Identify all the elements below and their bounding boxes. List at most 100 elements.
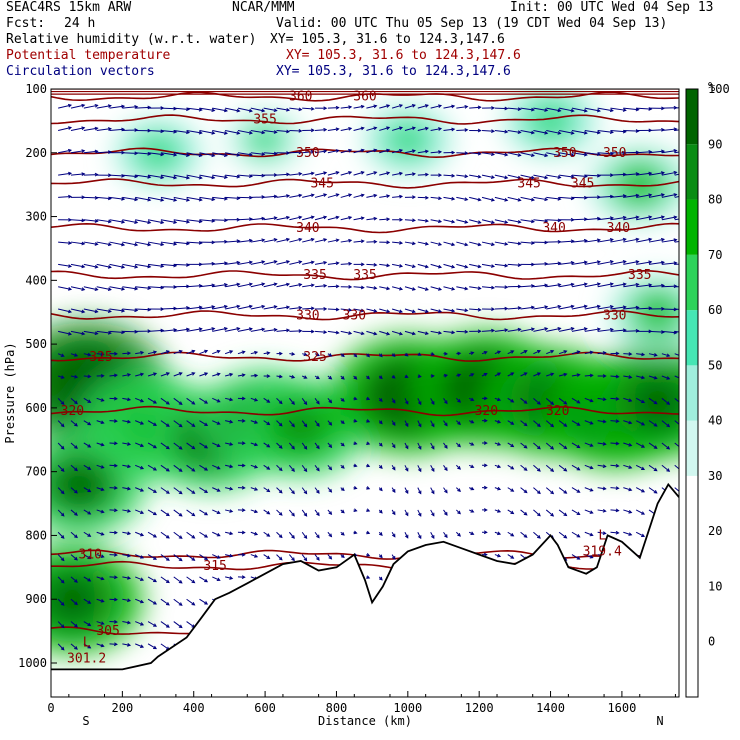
vector-871 <box>545 487 554 494</box>
vector-head-328 <box>504 242 509 246</box>
vector-536 <box>649 330 664 333</box>
vector-head-252 <box>160 220 165 225</box>
vector-head-471 <box>451 308 456 313</box>
vector-head-546 <box>153 350 158 355</box>
vector-975 <box>623 531 632 536</box>
vector-44 <box>623 107 639 111</box>
vector-head-632 <box>628 375 633 379</box>
vector-802 <box>288 464 295 472</box>
vector-981 <box>70 554 78 561</box>
vector-849 <box>263 487 270 492</box>
vector-head-1182 <box>140 644 145 648</box>
vector-head-668 <box>457 399 461 403</box>
vector-head-428 <box>531 284 536 288</box>
vector-head-709 <box>353 419 358 423</box>
vector-682 <box>635 397 645 403</box>
vector-head-395 <box>107 287 112 291</box>
vector-493 <box>96 330 111 334</box>
vector-head-178 <box>464 174 469 179</box>
vector-head-728 <box>602 419 607 424</box>
vector-head-78 <box>438 127 443 131</box>
vector-275 <box>443 219 455 223</box>
vector-head-901 <box>303 512 308 517</box>
vector-763 <box>417 442 422 450</box>
vector-head-122 <box>373 148 378 153</box>
vector-831 <box>661 464 670 472</box>
vector-232 <box>520 196 535 201</box>
vector-123 <box>379 149 390 154</box>
colorbar-seg-1 <box>686 586 698 642</box>
vector-head-591 <box>100 373 105 378</box>
vector-1085 <box>147 598 157 605</box>
plot-frame <box>50 88 680 698</box>
vector-750 <box>250 442 258 446</box>
vector-585 <box>648 353 657 356</box>
vector-367 <box>366 263 377 266</box>
vector-head-309 <box>261 238 266 243</box>
vector-11 <box>199 107 215 112</box>
vector-head-340 <box>660 237 665 242</box>
vector-head-201 <box>134 197 139 202</box>
vector-510 <box>315 330 327 333</box>
vector-head-976 <box>641 533 646 537</box>
fcst-value: 24 h <box>64 16 96 31</box>
vector-head-943 <box>216 532 221 537</box>
vector-head-520 <box>451 330 456 335</box>
vector-1182 <box>135 643 144 648</box>
vector-23 <box>353 105 364 109</box>
vector-445 <box>109 308 125 312</box>
vector-420 <box>417 286 429 291</box>
vector-152 <box>122 174 138 178</box>
vector-head-23 <box>360 104 365 109</box>
vector-head-118 <box>323 149 328 154</box>
vector-head-718 <box>470 419 475 424</box>
vector-457 <box>263 306 277 310</box>
vector-9 <box>173 107 190 110</box>
vector-head-935 <box>113 530 118 535</box>
vector-347 <box>109 263 125 268</box>
vector-752 <box>276 442 283 449</box>
vector-head-905 <box>353 508 358 512</box>
vector-head-681 <box>628 398 633 402</box>
vector-790 <box>135 464 144 470</box>
vector-head-531 <box>596 327 601 332</box>
vector-head-770 <box>510 443 515 448</box>
vector-279 <box>494 219 508 224</box>
vector-120 <box>340 149 352 154</box>
vector-head-657 <box>316 400 320 405</box>
vector-head-173 <box>399 171 404 176</box>
vector-631 <box>610 375 619 378</box>
vector-head-49 <box>67 126 73 130</box>
vector-head-855 <box>340 487 345 492</box>
vector-head-154 <box>160 175 165 180</box>
vector-head-1178 <box>87 645 92 649</box>
vector-head-993 <box>229 553 234 558</box>
colorbar-label-10: 100 <box>708 82 730 96</box>
fcst-label: Fcst: <box>6 16 46 31</box>
vector-463 <box>340 308 352 311</box>
vector-head-430 <box>557 283 562 287</box>
vector-198 <box>83 196 98 199</box>
vector-550 <box>199 350 208 355</box>
vector-head-1053 <box>366 575 371 579</box>
vector-head-175 <box>425 172 429 177</box>
vector-head-579 <box>576 350 581 354</box>
vector-head-1041 <box>216 577 221 582</box>
vector-head-133 <box>517 153 522 157</box>
vector-471 <box>443 308 455 312</box>
vector-149 <box>83 174 98 176</box>
vector-head-689 <box>100 420 105 425</box>
vector-head-4 <box>121 104 126 109</box>
vector-head-58 <box>186 130 191 135</box>
vector-head-220 <box>373 193 378 198</box>
vector-138 <box>571 152 587 156</box>
vector-head-986 <box>140 555 145 559</box>
vector-head-915 <box>483 508 488 512</box>
vector-248 <box>96 219 111 223</box>
vector-head-1081 <box>100 599 105 603</box>
vector-98 <box>58 149 72 154</box>
vector-head-856 <box>353 486 358 490</box>
vector-636 <box>674 375 679 379</box>
vector-832 <box>674 464 679 470</box>
colorbar-label-0: 0 <box>708 635 715 649</box>
